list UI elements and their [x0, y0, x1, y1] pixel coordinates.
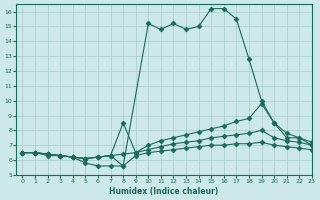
X-axis label: Humidex (Indice chaleur): Humidex (Indice chaleur): [109, 187, 219, 196]
